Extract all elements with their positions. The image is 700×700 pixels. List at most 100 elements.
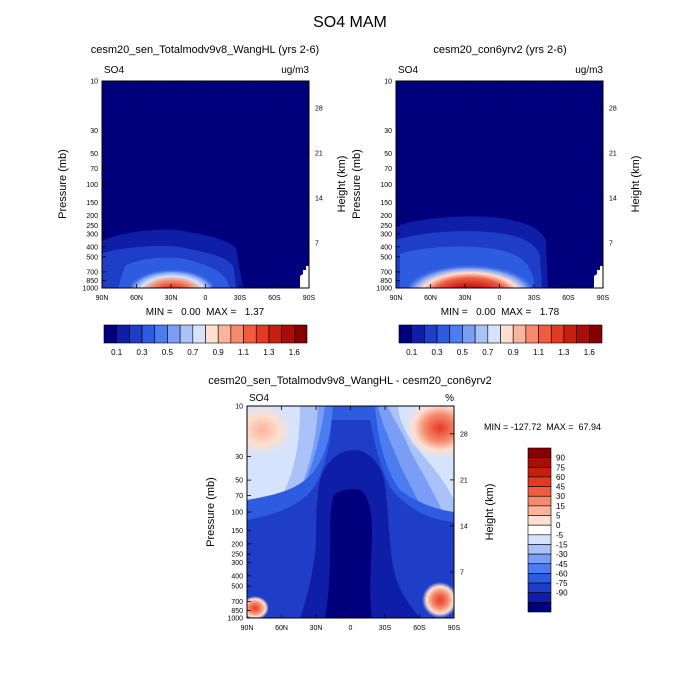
panel-b-x-ticks: 90N 60N 30N 0 30S 60S 90S [390, 81, 610, 302]
panel-a-y-tick-label: 250 [86, 223, 98, 230]
figure-title: SO4 MAM [313, 14, 387, 31]
panel-c-y2-axis-label: Height (km) [484, 484, 496, 541]
panel-c-y-tick-label: 200 [231, 541, 243, 548]
panel-c-positive-ne [405, 406, 454, 458]
panel-c-y2-tick-label: 28 [460, 431, 468, 438]
panel-a-y-tick-label: 100 [86, 182, 98, 189]
panel-b-colorbar-label: 1.3 [558, 348, 570, 357]
panel-c-y-tick-label: 100 [231, 510, 243, 517]
panel-b-y-axis-label: Pressure (mb) [351, 149, 363, 219]
panel-b-y-tick-label: 30 [384, 128, 392, 135]
panel-a-colorbar-box [294, 324, 308, 344]
panel-c-colorbar-label: 90 [556, 454, 565, 463]
panel-b-colorbar-labels: 0.1 0.3 0.5 0.7 0.9 1.1 1.3 1.6 [406, 348, 595, 357]
panel-b-y2-axis-label: Height (km) [630, 156, 642, 213]
panel-a-x-ticks: 90N 60N 30N 0 30S 60S 90S [96, 81, 316, 302]
panel-c-colorbar-label: -75 [556, 579, 568, 588]
panel-a-colorbar-box [230, 324, 244, 344]
panel-b-x-tick-label: 60S [562, 295, 575, 302]
panel-c-positive-sw [247, 596, 269, 618]
panel-c-title: cesm20_sen_Totalmodv9v8_WangHL - cesm20_… [208, 375, 492, 387]
panel-c-y-tick-label: 10 [235, 404, 243, 411]
panel-c-y-tick-label: 400 [231, 573, 243, 580]
panel-b-y-tick-label: 50 [384, 151, 392, 158]
panel-c-colorbar-box [527, 563, 552, 574]
panel-c-y-tick-label: 70 [235, 493, 243, 500]
panel-b-colorbar-box [563, 324, 577, 344]
panel-b-y-tick-label: 250 [380, 223, 392, 230]
panel-a-colorbar-label: 0.5 [162, 348, 174, 357]
panel-b-y2-ticks: 28 21 14 7 [599, 106, 617, 248]
panel-a-peak-region [130, 260, 214, 288]
panel-a-y-tick-label: 200 [86, 213, 98, 220]
panel-b-y-tick-label: 10 [384, 79, 392, 86]
panel-b-x-tick-label: 90N [390, 295, 403, 302]
panel-b-colorbar [398, 324, 603, 344]
panel-c-positive-nw [247, 406, 292, 455]
panel-c-colorbar-box [527, 534, 552, 545]
panel-a-colorbar-label: 1.1 [238, 348, 250, 357]
panel-a-colorbar-label: 0.7 [187, 348, 199, 357]
panel-b-y2-tick-label: 28 [609, 106, 617, 113]
panel-c-colorbar-label: -90 [556, 589, 568, 598]
panel-c-x-tick-label: 60N [275, 625, 288, 632]
panel-c-colorbar-box [527, 602, 552, 613]
panel-b-x-tick-label: 0 [498, 295, 502, 302]
panel-b-colorbar-label: 0.7 [482, 348, 494, 357]
panel-c-y-tick-label: 1000 [227, 616, 243, 623]
panel-b-colorbar-label: 1.6 [584, 348, 596, 357]
panel-a-y2-tick-label: 21 [315, 151, 323, 158]
panel-a-colorbar-box [217, 324, 232, 344]
panel-a-var-label: SO4 [104, 65, 124, 76]
panel-a-colorbar-box [281, 324, 295, 344]
panel-b-colorbar-box [512, 324, 527, 344]
panel-a: cesm20_sen_Totalmodv9v8_WangHL (yrs 2-6)… [57, 44, 348, 357]
panel-b-colorbar-box [424, 324, 438, 344]
panel-c-colorbar-box [527, 476, 552, 487]
panel-b-x-tick-label: 30S [528, 295, 541, 302]
panel-a-x-tick-label: 90N [96, 295, 109, 302]
panel-c-colorbar-label: 30 [556, 492, 565, 501]
panel-a-y-tick-label: 70 [90, 166, 98, 173]
panel-c-colorbar-box [527, 592, 552, 603]
panel-c-colorbar-label: -5 [556, 531, 564, 540]
panel-a-colorbar-box [103, 324, 117, 344]
panel-b-y-tick-label: 150 [380, 200, 392, 207]
panel-a-colorbar-box [154, 324, 168, 344]
panel-b-colorbar-box [411, 324, 425, 344]
panel-c-x-tick-label: 90S [448, 625, 461, 632]
panel-b-colorbar-box [474, 324, 489, 344]
panel-c-y-tick-label: 30 [235, 454, 243, 461]
panel-c-core-minimum [325, 489, 372, 618]
panel-a-y-tick-label: 50 [90, 151, 98, 158]
panel-c-colorbar [527, 447, 552, 613]
panel-b-y2-tick-label: 21 [609, 151, 617, 158]
panel-b-colorbar-box [589, 324, 603, 344]
panel-a-y-tick-label: 700 [86, 269, 98, 276]
panel-b-y-tick-label: 200 [380, 213, 392, 220]
panel-b-colorbar-box [576, 324, 590, 344]
panel-c-colorbar-box [527, 495, 552, 507]
panel-a-x-tick-label: 30N [165, 295, 178, 302]
panel-b-y-tick-label: 400 [380, 244, 392, 251]
panel-c-y-tick-label: 500 [231, 584, 243, 591]
panel-c: cesm20_sen_Totalmodv9v8_WangHL - cesm20_… [205, 375, 601, 632]
panel-c-colorbar-label: -30 [556, 550, 568, 559]
panel-b-x-tick-label: 60N [424, 295, 437, 302]
panel-c-plot [247, 406, 454, 618]
panel-a-y2-tick-label: 14 [315, 196, 323, 203]
panel-c-y2-ticks: 28 21 14 7 [450, 431, 468, 576]
panel-b-y-tick-label: 70 [384, 166, 392, 173]
panel-a-stats: MIN = 0.00 MAX = 1.37 [146, 307, 265, 318]
panel-b-colorbar-box [398, 324, 412, 344]
panel-c-x-tick-label: 60S [413, 625, 426, 632]
panel-b: cesm20_con6yrv2 (yrs 2-6) SO4 ug/m3 10 30… [351, 44, 642, 357]
panel-b-peak-region [408, 253, 532, 288]
panel-c-stats: MIN = -127.72 MAX = 67.94 [484, 422, 601, 432]
panel-c-y2-tick-label: 21 [460, 477, 468, 484]
panel-a-topography-mask [300, 266, 309, 288]
panel-c-colorbar-label: -15 [556, 540, 568, 549]
